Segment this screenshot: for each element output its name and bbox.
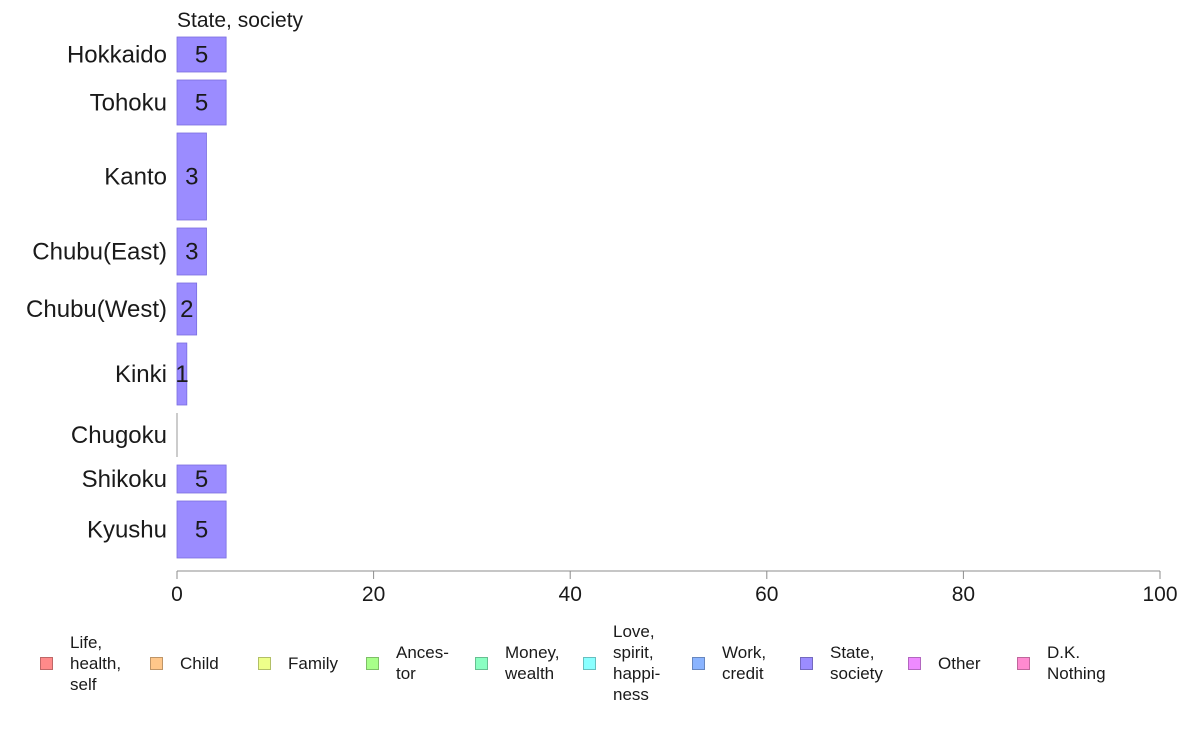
legend-label: Money, wealth bbox=[505, 643, 560, 683]
category-label: Kanto bbox=[104, 164, 167, 191]
category-label: Hokkaido bbox=[67, 42, 167, 69]
chart-title: State, society bbox=[177, 9, 304, 32]
data-label: 3 bbox=[185, 164, 198, 191]
legend-label: Other bbox=[938, 653, 981, 673]
legend-swatch bbox=[908, 657, 921, 670]
category-label: Chubu(East) bbox=[32, 239, 167, 266]
bar bbox=[176, 282, 198, 336]
data-label: 5 bbox=[195, 42, 208, 69]
legend-swatch bbox=[475, 657, 488, 670]
bar bbox=[176, 79, 227, 126]
x-tick-label: 0 bbox=[171, 583, 183, 606]
data-label: 5 bbox=[195, 517, 208, 544]
bars-layer: Hokkaido 5 Tohoku 5 Kanto 3 Chubu(East) 3 Chubu(… bbox=[26, 36, 227, 559]
bar bbox=[176, 227, 207, 276]
data-label: 5 bbox=[195, 466, 208, 493]
data-label: 1 bbox=[175, 361, 188, 388]
category-label: Shikoku bbox=[82, 466, 167, 493]
category-label: Tohoku bbox=[90, 90, 167, 117]
legend-label: Life, health, self bbox=[70, 632, 122, 694]
bar bbox=[176, 132, 207, 221]
x-tick-label: 100 bbox=[1142, 583, 1177, 606]
bar bbox=[176, 342, 188, 406]
x-tick-label: 80 bbox=[952, 583, 975, 606]
x-axis: 0 20 40 60 80 100 bbox=[171, 570, 1178, 606]
legend-swatch bbox=[366, 657, 379, 670]
category-label: Chubu(West) bbox=[26, 296, 167, 323]
category-label: Chugoku bbox=[71, 422, 167, 449]
legend-swatch bbox=[1017, 657, 1030, 670]
legend-label: Love, spirit, happi- ness bbox=[613, 622, 661, 704]
x-tick-label: 40 bbox=[559, 583, 582, 606]
bar bbox=[176, 500, 227, 559]
legend: Life, health, self Child Family Ances- tor M… bbox=[0, 615, 1188, 725]
legend-swatch bbox=[150, 657, 163, 670]
legend-swatch bbox=[258, 657, 271, 670]
data-label: 2 bbox=[180, 296, 193, 323]
legend-swatch bbox=[692, 657, 705, 670]
data-label: 3 bbox=[185, 239, 198, 266]
legend-swatch bbox=[40, 657, 53, 670]
legend-label: Ances- tor bbox=[396, 643, 449, 683]
legend-label: Work, credit bbox=[722, 643, 767, 683]
legend-label: D.K. Nothing bbox=[1047, 643, 1106, 683]
bar bbox=[176, 36, 227, 73]
legend-label: State, society bbox=[830, 643, 883, 683]
x-tick-label: 20 bbox=[362, 583, 385, 606]
legend-label: Family bbox=[288, 653, 339, 673]
legend-label: Child bbox=[180, 653, 219, 673]
category-label: Kinki bbox=[115, 361, 167, 388]
bar bbox=[176, 464, 227, 494]
legend-swatch bbox=[800, 657, 813, 670]
x-tick-label: 60 bbox=[755, 583, 778, 606]
data-label: 5 bbox=[195, 90, 208, 117]
category-label: Kyushu bbox=[87, 517, 167, 544]
legend-swatch bbox=[583, 657, 596, 670]
